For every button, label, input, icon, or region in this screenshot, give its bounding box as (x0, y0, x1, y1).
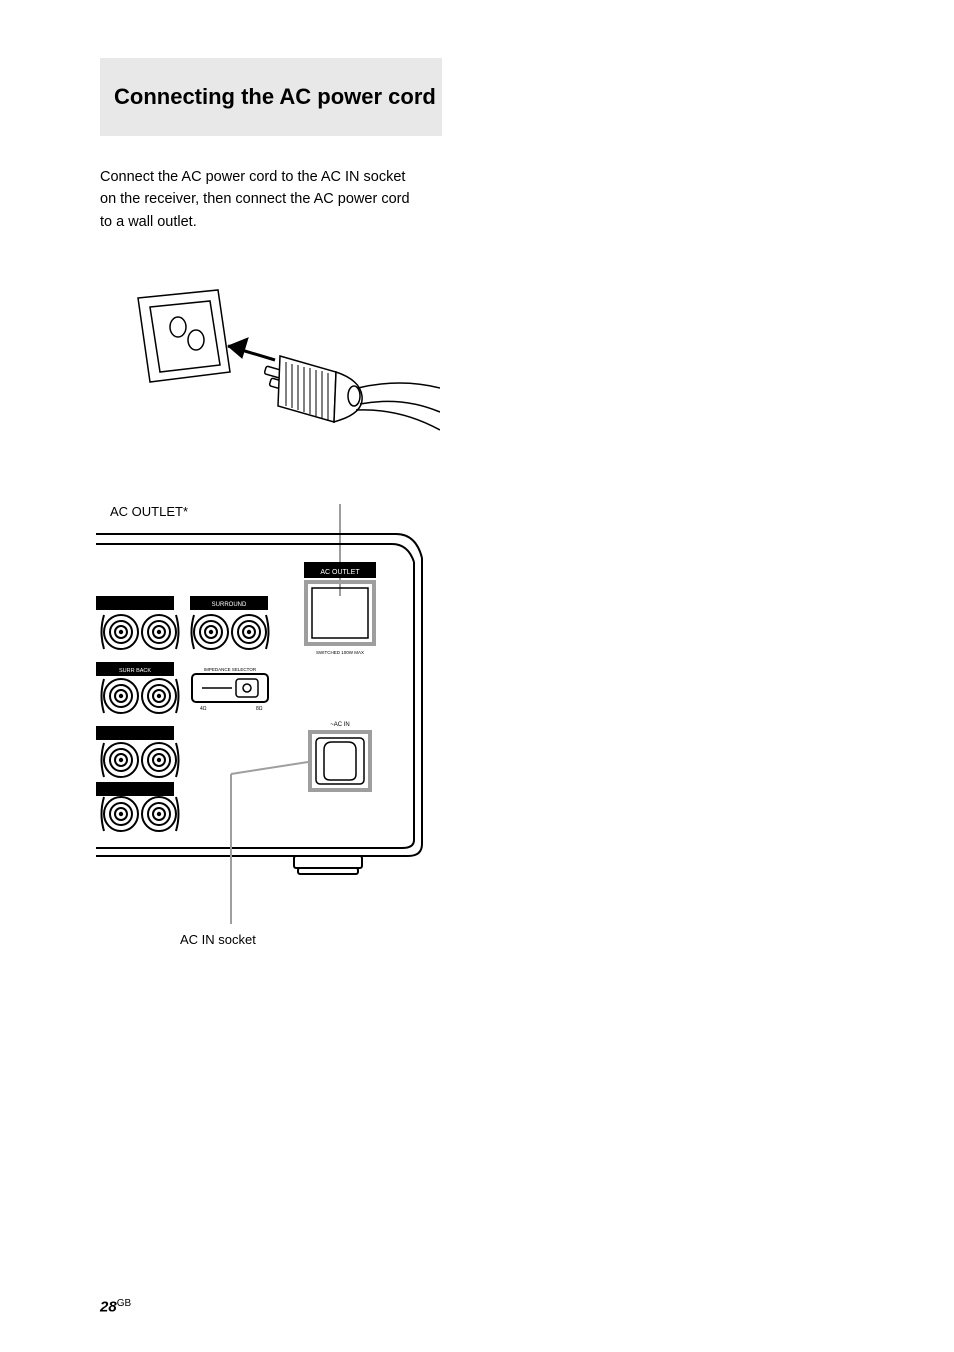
plug-figure (100, 280, 440, 490)
svg-text:4Ω: 4Ω (200, 706, 207, 712)
panel-imp-text: IMPEDANCE SELECTOR (204, 667, 257, 672)
panel-figure: AC OUTLET SWITCHED 100W MAX SURROUND SUR… (96, 504, 444, 924)
panel-ac-outlet-text: AC OUTLET (320, 569, 360, 576)
panel-acin-text: ~AC IN (330, 722, 350, 728)
page-num: 28 (100, 1298, 117, 1315)
panel-switched-text: SWITCHED 100W MAX (316, 650, 364, 655)
page: Connecting the AC power cord Connect the… (0, 0, 954, 1352)
section-title-box: Connecting the AC power cord (100, 58, 442, 136)
page-suffix: GB (117, 1298, 131, 1309)
svg-text:8Ω: 8Ω (256, 706, 263, 712)
page-number: 28GB (100, 1298, 131, 1315)
intro-line-2: on the receiver, then connect the AC pow… (100, 191, 410, 207)
label-ac-in: AC IN socket (180, 932, 256, 947)
intro-line-1: Connect the AC power cord to the AC IN s… (100, 169, 405, 185)
intro-line-3: to a wall outlet. (100, 214, 197, 230)
section-title: Connecting the AC power cord (114, 83, 436, 111)
panel-surrback-text: SURR BACK (119, 668, 151, 674)
panel-surround-text: SURROUND (212, 602, 247, 608)
intro-paragraph: Connect the AC power cord to the AC IN s… (100, 166, 442, 233)
